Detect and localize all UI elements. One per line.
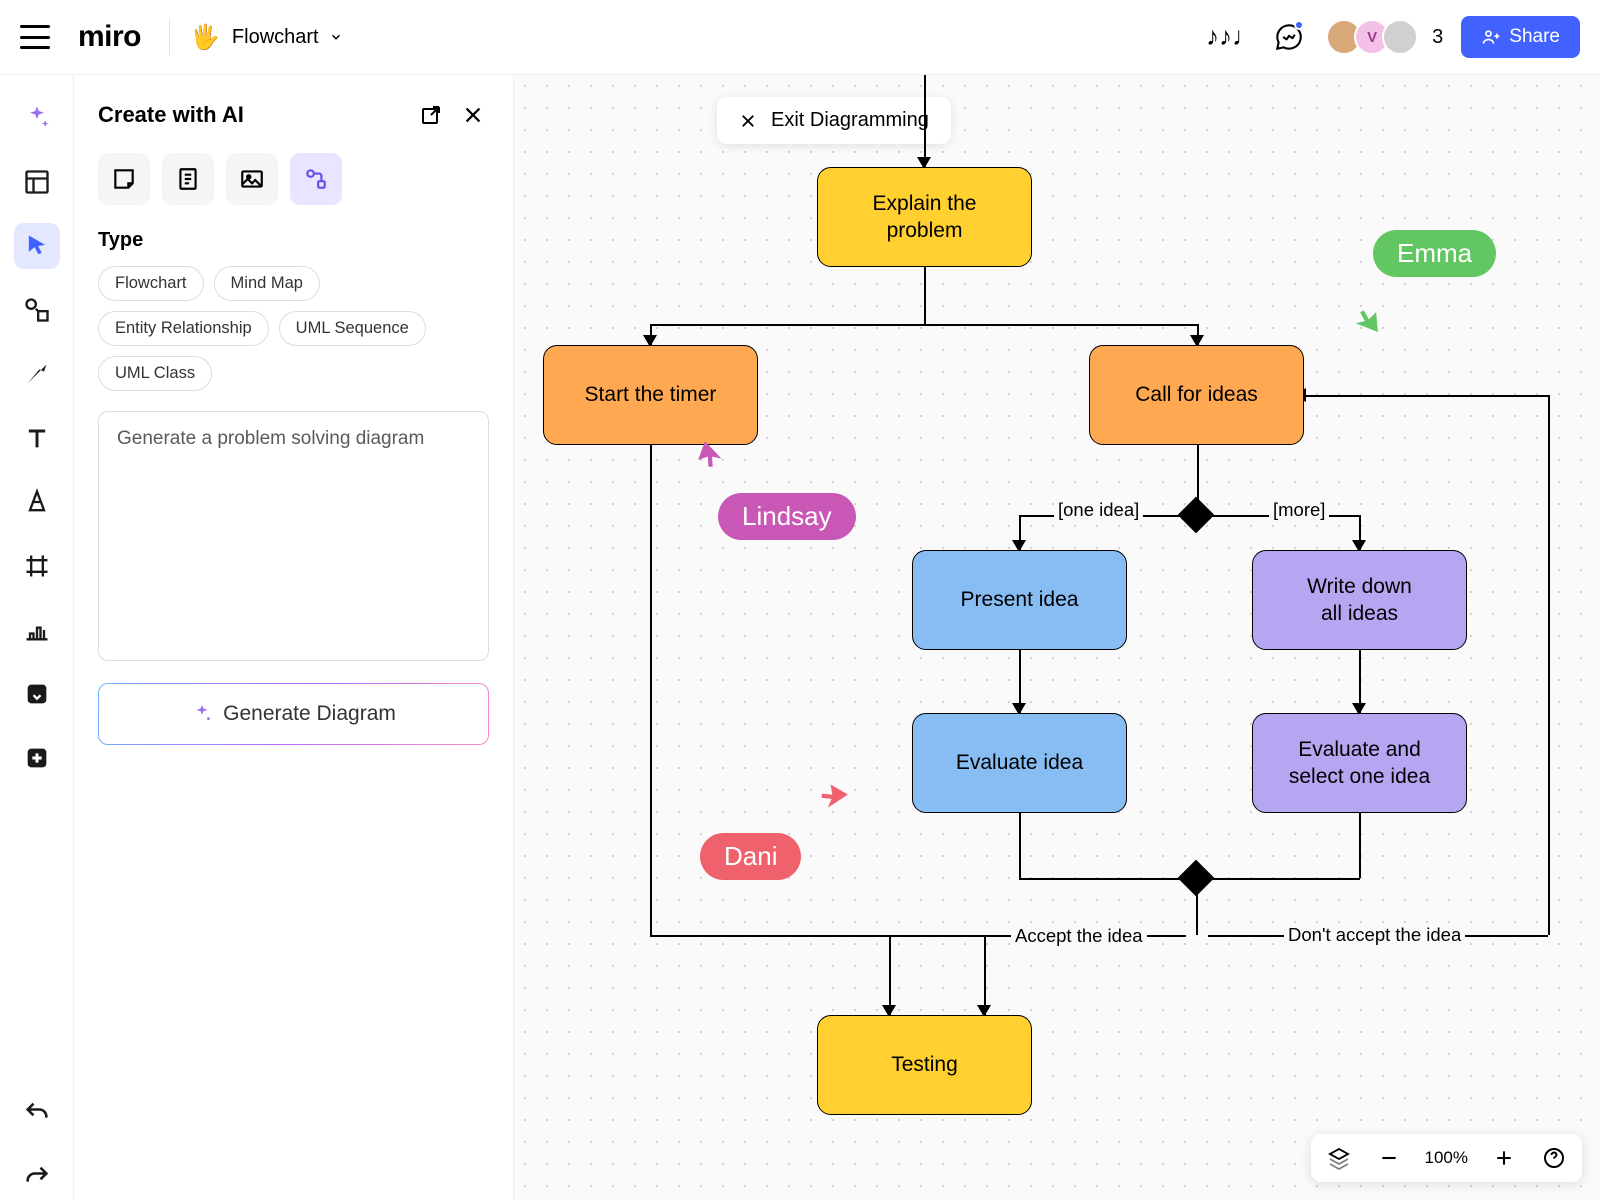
- help-button[interactable]: [1540, 1144, 1568, 1172]
- edge-label: Accept the idea: [1011, 925, 1147, 947]
- frame-tool[interactable]: [14, 543, 60, 589]
- share-label: Share: [1509, 26, 1560, 48]
- flow-node-timer[interactable]: Start the timer: [543, 345, 758, 445]
- flow-node-evaluate[interactable]: Evaluate idea: [912, 713, 1127, 813]
- flow-node-explain[interactable]: Explain theproblem: [817, 167, 1032, 267]
- undo-button[interactable]: [14, 1090, 60, 1136]
- open-external-button[interactable]: [415, 99, 447, 131]
- topbar: miro 🖐️ Flowchart ♪♪♩ V 3 Share: [0, 0, 1600, 75]
- zoom-in-button[interactable]: [1490, 1144, 1518, 1172]
- flow-node-evalsel[interactable]: Evaluate andselect one idea: [1252, 713, 1467, 813]
- cursor-tool[interactable]: [14, 223, 60, 269]
- edge-label: [more]: [1269, 499, 1329, 521]
- ai-tab-doc[interactable]: [162, 153, 214, 205]
- ai-panel: Create with AI Type Flowchart Mind Map Ent…: [74, 75, 514, 1200]
- zoom-value[interactable]: 100%: [1425, 1148, 1468, 1168]
- menu-button[interactable]: [20, 25, 50, 49]
- flow-node-present[interactable]: Present idea: [912, 550, 1127, 650]
- divider: [169, 19, 170, 55]
- layers-button[interactable]: [1325, 1144, 1353, 1172]
- chevron-down-icon[interactable]: [329, 30, 343, 44]
- decision-d1[interactable]: [1178, 497, 1215, 534]
- ai-tabs: [98, 153, 489, 205]
- avatar[interactable]: [1382, 19, 1418, 55]
- board-name[interactable]: Flowchart: [232, 26, 319, 49]
- ai-tab-diagram[interactable]: [290, 153, 342, 205]
- decision-d2[interactable]: [1178, 860, 1215, 897]
- ai-tab-image[interactable]: [226, 153, 278, 205]
- pen-tool[interactable]: [14, 479, 60, 525]
- type-chip[interactable]: Mind Map: [214, 266, 320, 301]
- canvas[interactable]: Exit Diagramming: [514, 75, 1600, 1200]
- toolbar: [0, 75, 74, 1200]
- line-tool[interactable]: [14, 351, 60, 397]
- close-panel-button[interactable]: [457, 99, 489, 131]
- board-icon: 🖐️: [190, 23, 220, 52]
- type-chip[interactable]: UML Class: [98, 356, 212, 391]
- ai-tool[interactable]: [14, 95, 60, 141]
- logo[interactable]: miro: [78, 20, 141, 54]
- edge-label: [one idea]: [1054, 499, 1143, 521]
- add-tool[interactable]: [14, 735, 60, 781]
- ai-panel-title: Create with AI: [98, 102, 415, 128]
- type-label: Type: [98, 229, 489, 252]
- zoom-out-button[interactable]: [1375, 1144, 1403, 1172]
- flow-node-call[interactable]: Call for ideas: [1089, 345, 1304, 445]
- zoom-controls: 100%: [1311, 1134, 1582, 1182]
- text-tool[interactable]: [14, 415, 60, 461]
- prompt-input[interactable]: [98, 411, 489, 661]
- type-chips: Flowchart Mind Map Entity Relationship UML …: [98, 266, 489, 391]
- collaborator-avatars[interactable]: V: [1326, 19, 1418, 55]
- ai-tab-sticky[interactable]: [98, 153, 150, 205]
- shapes-tool[interactable]: [14, 287, 60, 333]
- generate-button[interactable]: Generate Diagram: [98, 683, 489, 745]
- exit-label: Exit Diagramming: [771, 109, 929, 132]
- music-icon[interactable]: ♪♪♩: [1206, 22, 1258, 52]
- messenger-button[interactable]: [1272, 20, 1306, 54]
- share-button[interactable]: Share: [1461, 16, 1580, 58]
- sticker-tool[interactable]: [14, 671, 60, 717]
- type-chip[interactable]: Flowchart: [98, 266, 204, 301]
- type-chip[interactable]: Entity Relationship: [98, 311, 269, 346]
- flow-node-write[interactable]: Write downall ideas: [1252, 550, 1467, 650]
- redo-button[interactable]: [14, 1154, 60, 1200]
- type-chip[interactable]: UML Sequence: [279, 311, 426, 346]
- flow-node-testing[interactable]: Testing: [817, 1015, 1032, 1115]
- more-collaborators-count[interactable]: 3: [1432, 26, 1443, 49]
- chart-tool[interactable]: [14, 607, 60, 653]
- generate-label: Generate Diagram: [223, 702, 396, 726]
- template-tool[interactable]: [14, 159, 60, 205]
- exit-diagramming-button[interactable]: Exit Diagramming: [717, 97, 951, 144]
- edge-label: Don't accept the idea: [1284, 924, 1465, 946]
